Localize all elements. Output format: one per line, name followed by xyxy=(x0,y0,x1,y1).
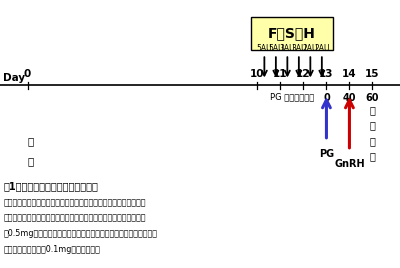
Text: 2AU: 2AU xyxy=(302,44,318,53)
Text: 0: 0 xyxy=(24,69,31,79)
Text: PG 投与後の時間: PG 投与後の時間 xyxy=(270,93,314,102)
Text: 40: 40 xyxy=(343,93,356,103)
Text: 製薬）、プロスタグランジン（ＰＧ）製剤としてクロプロステノー: 製薬）、プロスタグランジン（ＰＧ）製剤としてクロプロステノー xyxy=(4,214,146,223)
Text: ル0.5mg、性腺刺激ホルモン放出ホルモン（ＧｎＲＨ）製剤として: ル0.5mg、性腺刺激ホルモン放出ホルモン（ＧｎＲＨ）製剤として xyxy=(4,229,158,238)
Text: 発: 発 xyxy=(28,136,34,146)
Text: 採: 採 xyxy=(370,136,375,146)
Text: 11: 11 xyxy=(273,69,288,79)
Text: 卵胞刺激ホルモン（ＦＳＨ）にはアントリンＲ・１０（川崎三鷹: 卵胞刺激ホルモン（ＦＳＨ）にはアントリンＲ・１０（川崎三鷹 xyxy=(4,198,146,207)
Text: F　S　H: F S H xyxy=(268,27,316,40)
Text: 12: 12 xyxy=(296,69,311,79)
Text: GnRH: GnRH xyxy=(334,159,365,169)
Text: 2AU: 2AU xyxy=(314,44,330,53)
Text: 経: 経 xyxy=(370,106,375,116)
Text: Day: Day xyxy=(4,73,26,83)
Text: 5AU: 5AU xyxy=(268,44,284,53)
Text: 卵: 卵 xyxy=(370,151,375,161)
Text: 3AU: 3AU xyxy=(291,44,307,53)
Text: 3AU: 3AU xyxy=(280,44,295,53)
Text: 酢酸フェルチレリン0.1mgを投与した。: 酢酸フェルチレリン0.1mgを投与した。 xyxy=(4,244,100,254)
Text: 60: 60 xyxy=(366,93,379,103)
Text: 5AU: 5AU xyxy=(256,44,272,53)
Text: 13: 13 xyxy=(319,69,334,79)
Text: 14: 14 xyxy=(342,69,357,79)
Text: 情: 情 xyxy=(28,156,34,166)
Text: PG: PG xyxy=(319,149,334,159)
Text: 15: 15 xyxy=(365,69,380,79)
Text: 10: 10 xyxy=(250,69,265,79)
Text: 図1　体内成熟卵採取プロトコール: 図1 体内成熟卵採取プロトコール xyxy=(4,181,98,191)
FancyBboxPatch shape xyxy=(250,17,333,50)
Text: 0: 0 xyxy=(323,93,330,103)
Text: 腟: 腟 xyxy=(370,121,375,131)
